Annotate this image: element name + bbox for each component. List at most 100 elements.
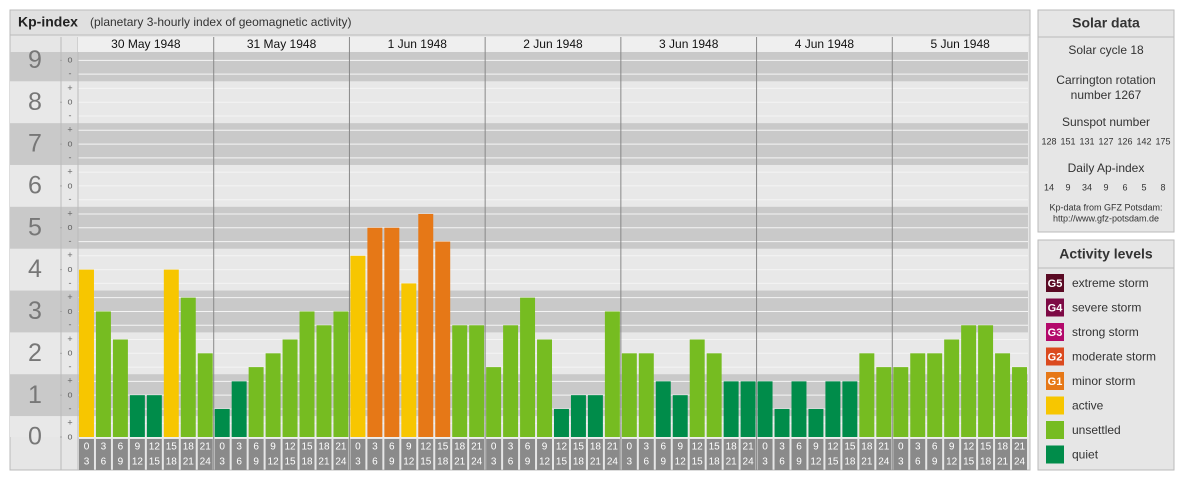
- hour-label: 12: [963, 442, 975, 453]
- solar-text: Carrington rotation: [1056, 73, 1155, 87]
- hour-label: 18: [301, 457, 313, 468]
- hour-box: [435, 439, 451, 470]
- hour-label: 21: [878, 442, 890, 453]
- hour-label: 18: [573, 457, 585, 468]
- hour-label: 3: [508, 442, 514, 453]
- title-bar: [9, 9, 1031, 36]
- hour-label: 21: [200, 442, 212, 453]
- hour-label: 15: [437, 442, 449, 453]
- solar-number: 34: [1082, 182, 1092, 192]
- hour-label: 21: [454, 457, 466, 468]
- hour-label: 12: [692, 442, 704, 453]
- hour-label: 9: [135, 442, 141, 453]
- hour-label: 21: [726, 457, 738, 468]
- hour-label: 21: [607, 442, 619, 453]
- minor-y-tick-label: o: [67, 138, 72, 148]
- minor-y-tick-label: +: [67, 208, 72, 218]
- bar: [825, 381, 841, 437]
- legend-code: G3: [1048, 327, 1063, 339]
- legend-swatch: [1046, 445, 1064, 464]
- hour-label: 18: [997, 442, 1009, 453]
- hour-label: 0: [84, 442, 90, 453]
- bar: [452, 325, 468, 437]
- minor-y-tick-label: -: [69, 320, 72, 330]
- y-tick-label: 9: [28, 46, 42, 74]
- hour-label: 0: [355, 442, 361, 453]
- hour-label: 6: [253, 442, 259, 453]
- bar: [859, 353, 875, 437]
- date-header: [349, 37, 486, 52]
- bar: [146, 395, 162, 437]
- bar: [927, 353, 943, 437]
- hour-label: 15: [827, 457, 839, 468]
- hour-label: 12: [556, 442, 568, 453]
- hour-label: 6: [915, 457, 921, 468]
- hour-label: 6: [932, 442, 938, 453]
- legend-label: extreme storm: [1072, 276, 1149, 290]
- hour-box: [486, 439, 502, 470]
- bar: [112, 339, 128, 437]
- hour-label: 9: [542, 442, 548, 453]
- legend-label: severe storm: [1072, 301, 1141, 315]
- bar: [791, 381, 807, 437]
- date-header: [892, 37, 1028, 52]
- hour-box: [367, 439, 383, 470]
- hour-label: 3: [644, 442, 650, 453]
- y-tick-label: 6: [28, 172, 42, 200]
- hour-box: [791, 439, 807, 470]
- date-header: [213, 37, 350, 52]
- hour-box: [570, 439, 586, 470]
- hour-label: 21: [183, 457, 195, 468]
- minor-y-tick-label: o: [67, 390, 72, 400]
- bar: [418, 213, 434, 437]
- hour-box: [129, 439, 145, 470]
- bar: [842, 381, 858, 437]
- hour-label: 6: [236, 457, 242, 468]
- legend-label: minor storm: [1072, 374, 1135, 388]
- hour-label: 3: [236, 442, 242, 453]
- solar-number: 8: [1160, 182, 1165, 192]
- solar-number: 9: [1065, 182, 1070, 192]
- minor-y-tick-label: -: [69, 152, 72, 162]
- date-header: [620, 37, 757, 52]
- minor-y-tick-label: o: [67, 431, 72, 441]
- hour-box: [808, 439, 824, 470]
- hour-box: [961, 439, 977, 470]
- bar: [757, 381, 773, 437]
- hour-label: 0: [627, 442, 633, 453]
- hour-box: [825, 439, 841, 470]
- hour-box: [655, 439, 671, 470]
- hour-label: 0: [762, 442, 768, 453]
- hour-box: [995, 439, 1011, 470]
- legend-swatch: [1046, 274, 1064, 292]
- legend-swatch: [1046, 323, 1064, 341]
- hour-label: 3: [627, 457, 633, 468]
- hour-label: 3: [915, 442, 921, 453]
- bar: [520, 297, 536, 437]
- bar: [316, 325, 332, 437]
- hour-label: 24: [335, 457, 347, 468]
- legend-swatch: [1046, 347, 1064, 366]
- hour-label: 21: [743, 442, 755, 453]
- hour-label: 9: [270, 442, 276, 453]
- legend-label: unsettled: [1072, 423, 1121, 437]
- hour-box: [740, 439, 756, 470]
- hour-label: 3: [762, 457, 768, 468]
- hour-label: 12: [810, 457, 822, 468]
- hour-label: 21: [318, 457, 330, 468]
- minor-y-tick-label: -: [69, 194, 72, 204]
- hour-box: [893, 439, 909, 470]
- date-header: [485, 37, 621, 52]
- hour-box: [180, 439, 196, 470]
- hour-label: 18: [318, 442, 330, 453]
- hour-label: 15: [149, 457, 161, 468]
- minor-y-tick-label: o: [67, 264, 72, 274]
- hour-box: [112, 439, 128, 470]
- solar-text: Sunspot number: [1062, 115, 1150, 129]
- bar: [774, 408, 790, 437]
- minor-y-tick-label: o: [67, 180, 72, 190]
- hour-label: 15: [963, 457, 975, 468]
- hour-label: 3: [491, 457, 497, 468]
- legend-swatch: [1046, 396, 1064, 415]
- hour-label: 18: [437, 457, 449, 468]
